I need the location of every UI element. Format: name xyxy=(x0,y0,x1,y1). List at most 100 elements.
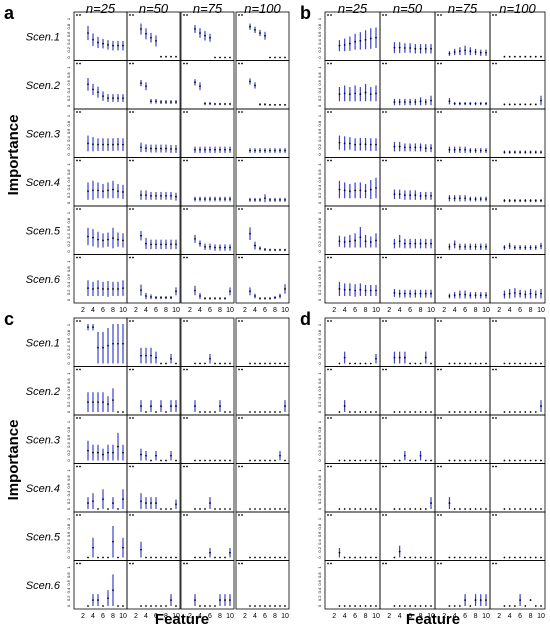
corner-dot xyxy=(183,562,185,565)
corner-dot xyxy=(76,320,78,322)
data-point xyxy=(165,556,167,559)
corner-dot xyxy=(183,514,185,516)
panel-label-a: a xyxy=(4,3,15,23)
data-point xyxy=(165,411,167,413)
data-point xyxy=(519,556,522,559)
data-point xyxy=(469,508,472,510)
corner-dot xyxy=(241,208,243,210)
data-point xyxy=(97,287,99,290)
corner-dot xyxy=(385,368,387,371)
data-point xyxy=(485,362,487,365)
data-point xyxy=(414,101,417,103)
data-point xyxy=(219,599,221,601)
data-point xyxy=(540,459,542,462)
x-tick-label: 2 xyxy=(188,613,192,620)
data-point xyxy=(424,411,427,413)
panel-frame xyxy=(180,157,235,207)
data-point xyxy=(409,242,412,245)
x-tick-label: 10 xyxy=(427,307,435,314)
data-point xyxy=(453,197,456,200)
data-point xyxy=(92,546,94,549)
data-point xyxy=(359,459,362,462)
x-tick-label: 10 xyxy=(226,307,234,314)
data-point xyxy=(219,103,221,105)
data-point xyxy=(529,103,532,106)
data-point xyxy=(458,411,461,413)
data-point xyxy=(165,508,167,510)
corner-dot xyxy=(382,14,384,16)
data-point xyxy=(204,198,206,200)
corner-dot xyxy=(238,514,240,516)
y-tick-label: 0.8 xyxy=(317,426,322,432)
data-point xyxy=(458,293,461,296)
data-point xyxy=(354,362,357,365)
data-point xyxy=(540,199,542,202)
data-point xyxy=(479,149,482,152)
data-point xyxy=(170,101,172,103)
data-point xyxy=(87,235,89,238)
data-point xyxy=(160,194,162,197)
data-point xyxy=(97,346,99,349)
data-point xyxy=(254,28,256,31)
data-point xyxy=(534,103,537,106)
data-point xyxy=(264,197,266,200)
corner-dot xyxy=(385,256,387,259)
data-point xyxy=(87,401,89,404)
y-tick-label: 1 xyxy=(66,469,71,472)
data-point xyxy=(155,40,157,42)
data-point xyxy=(448,605,451,607)
data-point xyxy=(112,540,114,543)
data-point xyxy=(150,556,152,559)
corner-dot xyxy=(186,159,188,162)
data-point xyxy=(199,556,201,559)
data-point xyxy=(540,508,542,510)
data-point xyxy=(97,508,99,510)
data-point xyxy=(269,508,271,510)
corner-dot xyxy=(385,111,387,113)
x-tick-label: 10 xyxy=(281,613,289,620)
y-tick-label: 0.8 xyxy=(317,329,322,335)
y-tick-label: 0.4 xyxy=(317,490,322,496)
data-point xyxy=(229,362,231,365)
data-point xyxy=(155,411,157,413)
panel-frame xyxy=(73,11,128,61)
data-point xyxy=(155,243,157,246)
data-point xyxy=(199,198,201,200)
data-point xyxy=(419,146,422,149)
data-point xyxy=(170,556,172,559)
data-point xyxy=(348,42,351,45)
data-point xyxy=(117,190,119,193)
x-tick-label: 6 xyxy=(154,613,158,620)
panel-label-d: d xyxy=(300,309,311,329)
data-point xyxy=(165,459,167,462)
x-tick-label: 2 xyxy=(332,307,336,314)
x-tick-label: 4 xyxy=(343,613,347,620)
data-point xyxy=(194,599,196,601)
data-point xyxy=(92,236,94,239)
data-point xyxy=(354,508,357,510)
data-point xyxy=(87,326,89,329)
data-point xyxy=(453,411,456,413)
data-point xyxy=(529,292,532,295)
y-tick-label: 1 xyxy=(317,163,322,166)
data-point xyxy=(364,459,367,462)
data-point xyxy=(369,605,372,607)
data-point xyxy=(359,40,362,42)
data-point xyxy=(150,243,152,246)
data-point xyxy=(160,508,162,510)
panel-frame xyxy=(324,11,381,61)
data-point xyxy=(107,597,109,599)
data-point xyxy=(107,508,109,510)
panel-frame xyxy=(324,560,381,610)
panel-frame xyxy=(180,317,235,367)
corner-dot xyxy=(327,417,329,419)
panel-frame xyxy=(489,254,546,304)
data-point xyxy=(214,198,216,200)
data-point xyxy=(224,148,226,151)
corner-dot xyxy=(495,159,497,162)
corner-dot xyxy=(330,417,332,419)
panel-frame xyxy=(235,560,290,610)
data-point xyxy=(479,459,482,462)
data-point xyxy=(165,362,167,365)
data-point xyxy=(419,242,422,245)
